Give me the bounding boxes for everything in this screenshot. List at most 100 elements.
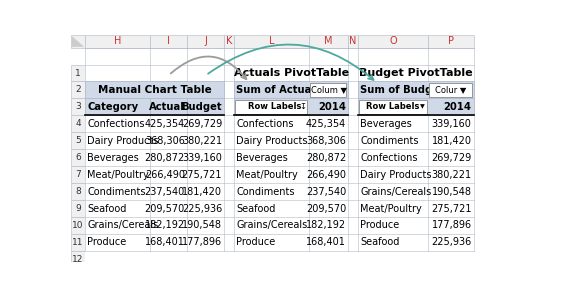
Bar xyxy=(150,35,187,48)
Bar xyxy=(348,35,358,48)
Bar xyxy=(85,251,474,268)
Bar xyxy=(71,183,85,200)
Text: 190,548: 190,548 xyxy=(182,220,222,230)
Bar xyxy=(71,234,85,251)
Text: Produce: Produce xyxy=(360,220,399,230)
Text: 266,490: 266,490 xyxy=(306,170,346,180)
Bar xyxy=(428,35,474,48)
Text: Condiments: Condiments xyxy=(360,136,419,146)
Bar xyxy=(234,98,348,115)
Text: Confections: Confections xyxy=(87,119,145,129)
Text: Meat/Poultry: Meat/Poultry xyxy=(236,170,298,180)
Bar xyxy=(71,200,85,217)
Text: Condiments: Condiments xyxy=(87,187,146,197)
Text: 380,221: 380,221 xyxy=(182,136,222,146)
Text: 237,540: 237,540 xyxy=(145,187,185,197)
Text: P: P xyxy=(448,36,454,46)
Bar xyxy=(85,81,224,98)
Text: 368,306: 368,306 xyxy=(306,136,346,146)
Text: H: H xyxy=(114,36,121,46)
Text: 3: 3 xyxy=(75,102,81,111)
Bar xyxy=(71,251,85,268)
Text: 280,872: 280,872 xyxy=(306,153,346,163)
Bar xyxy=(85,65,474,81)
Bar xyxy=(71,149,85,166)
Text: 269,729: 269,729 xyxy=(182,119,222,129)
Bar xyxy=(358,35,428,48)
Text: ↧: ↧ xyxy=(299,102,306,111)
Bar xyxy=(150,98,187,115)
Text: Seafood: Seafood xyxy=(87,203,127,213)
Text: Budget: Budget xyxy=(182,102,222,112)
Text: Row Labels: Row Labels xyxy=(248,102,302,111)
Text: 339,160: 339,160 xyxy=(182,153,222,163)
Text: Grains/Cereals: Grains/Cereals xyxy=(87,220,158,230)
FancyBboxPatch shape xyxy=(235,100,307,114)
Text: 425,354: 425,354 xyxy=(145,119,185,129)
Text: 6: 6 xyxy=(75,153,81,162)
Text: 266,490: 266,490 xyxy=(145,170,185,180)
Text: 168,401: 168,401 xyxy=(145,238,185,248)
Text: Beverages: Beverages xyxy=(360,119,412,129)
Text: 177,896: 177,896 xyxy=(432,220,471,230)
Bar xyxy=(71,132,85,149)
Text: M: M xyxy=(324,36,333,46)
Text: 4: 4 xyxy=(75,119,81,128)
FancyBboxPatch shape xyxy=(310,83,346,97)
Text: Beverages: Beverages xyxy=(87,153,139,163)
Text: ▼: ▼ xyxy=(420,104,425,109)
Text: Dairy Products: Dairy Products xyxy=(236,136,308,146)
Text: 11: 11 xyxy=(72,238,83,247)
Text: Sum of Actual: Sum of Actual xyxy=(236,85,315,95)
Text: Actuals PivotTable: Actuals PivotTable xyxy=(233,68,349,78)
Bar xyxy=(85,35,150,48)
Text: Confections: Confections xyxy=(360,153,417,163)
Text: 8: 8 xyxy=(75,187,81,196)
Text: 181,420: 181,420 xyxy=(182,187,222,197)
Bar xyxy=(309,35,348,48)
Text: L: L xyxy=(269,36,274,46)
Text: Budget PivotTable: Budget PivotTable xyxy=(359,68,473,78)
Bar xyxy=(85,149,474,166)
Bar xyxy=(85,98,150,115)
Text: 9: 9 xyxy=(75,204,81,213)
Bar xyxy=(71,166,85,183)
Text: 10: 10 xyxy=(72,221,83,230)
Bar xyxy=(187,98,224,115)
Text: 12: 12 xyxy=(72,255,83,264)
Text: O: O xyxy=(389,36,397,46)
Text: Row Labels: Row Labels xyxy=(366,102,420,111)
Bar xyxy=(224,35,234,48)
Text: 168,401: 168,401 xyxy=(306,238,346,248)
Bar xyxy=(187,35,224,48)
Text: Manual Chart Table: Manual Chart Table xyxy=(98,85,211,95)
Text: Sum of Budget: Sum of Budget xyxy=(360,85,444,95)
Bar xyxy=(358,98,474,115)
FancyArrowPatch shape xyxy=(208,44,374,80)
Text: Produce: Produce xyxy=(87,238,127,248)
Text: 237,540: 237,540 xyxy=(306,187,346,197)
Text: 275,721: 275,721 xyxy=(182,170,222,180)
Bar xyxy=(71,35,85,48)
Bar xyxy=(85,132,474,149)
Text: 339,160: 339,160 xyxy=(432,119,471,129)
Bar xyxy=(234,35,309,48)
Text: 2014: 2014 xyxy=(318,102,346,112)
Text: Seafood: Seafood xyxy=(360,238,399,248)
Text: 275,721: 275,721 xyxy=(431,203,471,213)
Text: Confections: Confections xyxy=(236,119,294,129)
Text: Category: Category xyxy=(87,102,139,112)
Text: 1: 1 xyxy=(75,69,81,78)
Bar xyxy=(71,115,85,132)
Text: Actual: Actual xyxy=(149,102,185,112)
FancyArrowPatch shape xyxy=(171,56,247,79)
Text: I: I xyxy=(167,36,170,46)
Text: 368,306: 368,306 xyxy=(145,136,185,146)
Text: 2: 2 xyxy=(75,86,81,94)
Bar xyxy=(85,200,474,217)
Bar xyxy=(85,234,474,251)
Text: 182,192: 182,192 xyxy=(145,220,185,230)
Text: 209,570: 209,570 xyxy=(145,203,185,213)
Text: Grains/Cereals: Grains/Cereals xyxy=(236,220,307,230)
Text: 280,872: 280,872 xyxy=(145,153,185,163)
